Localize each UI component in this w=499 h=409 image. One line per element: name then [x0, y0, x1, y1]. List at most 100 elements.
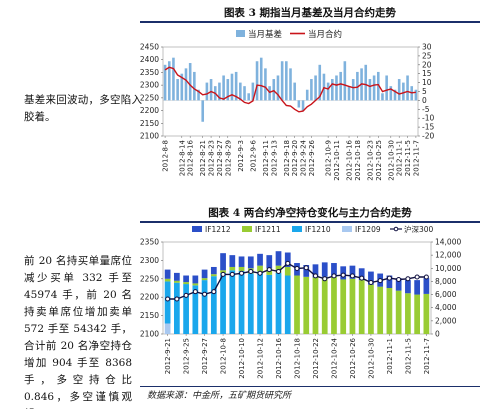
chart2-bar-if1211	[358, 280, 365, 334]
chart2-bar-if1212	[238, 256, 245, 267]
chart2-bar-if1212	[414, 280, 421, 295]
chart2-point-hs300	[312, 273, 318, 279]
chart2-bar-if1211	[349, 278, 356, 334]
chart1-bar-basis	[239, 82, 242, 101]
chart2-bar-if1209	[164, 323, 171, 334]
chart2-bar-if1212	[405, 280, 411, 294]
chart2-x-tick-label: 2012-10-8	[220, 338, 228, 374]
chart2-point-hs300	[294, 265, 300, 271]
chart2-bar-if1212	[275, 251, 282, 266]
chart2-bar-if1211	[284, 266, 291, 276]
chart2-x-tick-label: 2012-11-1	[386, 338, 394, 374]
chart2-legend-swatch-if1209	[342, 226, 352, 232]
chart2-bar-if1211	[340, 279, 347, 334]
chart1-x-tick-label: 2012-11-1	[396, 140, 404, 176]
chart2-bar-if1211	[423, 293, 430, 334]
chart2-right-tick-label: 0	[435, 330, 440, 339]
chart2-bar-if1211	[257, 265, 263, 272]
data-source: 数据来源：中金所，五矿期货研究所	[147, 391, 292, 401]
chart2-bar-if1212	[321, 262, 328, 277]
chart2-point-hs300	[248, 268, 254, 274]
chart2-point-hs300	[331, 273, 337, 279]
chart2-bar-if1211	[183, 282, 189, 285]
chart1-left-tick-label: 2400	[140, 55, 159, 64]
chart2-bar-if1210	[173, 282, 180, 334]
chart2-right-tick-label: 12,000	[435, 251, 461, 260]
chart2-bar-if1210	[229, 270, 236, 334]
chart2-bar-if1211	[414, 294, 421, 334]
chart1-right-tick-label: -5	[422, 105, 430, 114]
chart1-bar-basis	[205, 82, 209, 101]
chart2-bar-if1211	[312, 277, 319, 334]
chart1-bar-basis	[389, 86, 393, 101]
chart2-right-tick-label: 8,000	[435, 277, 457, 286]
chart2-bar-if1212	[368, 271, 374, 285]
chart1-bar-basis	[301, 100, 305, 112]
chart2-point-hs300	[386, 275, 392, 281]
chart1-bar-basis	[376, 71, 380, 101]
chart2-bar-if1211	[210, 274, 217, 277]
chart2-x-tick-label: 2012-10-10	[238, 338, 246, 379]
chart2-point-hs300	[377, 278, 383, 284]
chart1-bar-basis	[180, 73, 184, 101]
chart2-right-tick-label: 14,000	[435, 238, 461, 247]
chart1-left-tick-label: 2300	[140, 81, 159, 90]
chart2-bar-if1210	[266, 274, 273, 334]
chart1-bar-basis	[372, 75, 376, 101]
chart2-x-tick-label: 2012-9-25	[183, 338, 191, 374]
chart2-bar-if1212	[386, 275, 393, 288]
chart2-bar-if1210	[192, 285, 199, 334]
chart1-x-tick-label: 2012-8-21	[199, 140, 207, 176]
chart1-x-tick-label: 2012-9-3	[237, 140, 245, 172]
source-divider	[140, 386, 480, 387]
chart2-point-hs300	[414, 274, 420, 280]
chart1-left-tick-label: 2150	[140, 119, 159, 128]
chart2-x-tick-label: 2012-10-30	[367, 338, 375, 379]
chart2-bar-if1210	[201, 280, 208, 334]
chart1-right-tick-label: 20	[422, 60, 432, 69]
chart1-x-tick-label: 2012-8-29	[224, 140, 232, 176]
chart2-point-hs300	[229, 271, 235, 277]
chart2-legend-swatch-if1210	[292, 226, 302, 232]
chart1-bar-basis	[314, 75, 317, 101]
chart2-point-hs300	[257, 270, 263, 276]
chart1-bar-basis	[356, 71, 359, 101]
chart2-x-tick-label: 2012-11-5	[404, 338, 412, 374]
chart2-bar-if1212	[192, 275, 199, 284]
chart2-point-hs300	[220, 271, 226, 277]
chart2-right-tick-label: 6,000	[435, 290, 457, 299]
chart2-bar-if1211	[201, 278, 208, 281]
chart2-bar-if1211	[405, 293, 411, 334]
chart1-x-tick-label: 2012-10-11	[333, 140, 341, 181]
chart2-right-tick-label: 4,000	[435, 303, 457, 312]
chart1-bar-basis	[280, 61, 284, 101]
chart2-bar-if1211	[294, 275, 300, 334]
chart1-bar-basis	[351, 79, 355, 101]
chart2-bar-if1212	[423, 278, 430, 294]
chart2-point-hs300	[405, 276, 411, 282]
chart2-bar-if1212	[284, 252, 291, 267]
chart1-bar-basis	[264, 68, 267, 101]
chart2-bar-if1212	[201, 269, 208, 279]
chart2-point-hs300	[165, 296, 171, 302]
chart2-bar-if1212	[220, 253, 226, 271]
chart2-bar-if1212	[303, 265, 310, 277]
chart1-bar-basis	[201, 100, 205, 122]
chart2-point-hs300	[174, 296, 180, 302]
figure-3-caption: 图表 3 期指当月基差及当月合约走势	[140, 6, 480, 23]
chart1-bar-basis	[188, 63, 192, 101]
chart1-bar-basis	[176, 79, 179, 101]
chart2-point-hs300	[396, 277, 402, 283]
chart1-x-tick-label: 2012-8-23	[208, 140, 216, 176]
chart1-bar-basis	[339, 71, 342, 101]
chart2-x-tick-label: 2012-10-24	[330, 337, 338, 378]
chart1-bar-basis	[226, 79, 230, 101]
chart2-bar-if1211	[377, 286, 384, 334]
chart2-bar-if1212	[349, 265, 356, 279]
chart1-bar-basis	[247, 93, 250, 101]
basis-commentary: 基差来回波动，多空陷入胶着。	[24, 94, 142, 123]
chart1-bar-basis	[259, 57, 263, 101]
chart1-right-tick-label: 30	[422, 43, 432, 52]
chart1-left-tick-label: 2100	[140, 132, 159, 141]
